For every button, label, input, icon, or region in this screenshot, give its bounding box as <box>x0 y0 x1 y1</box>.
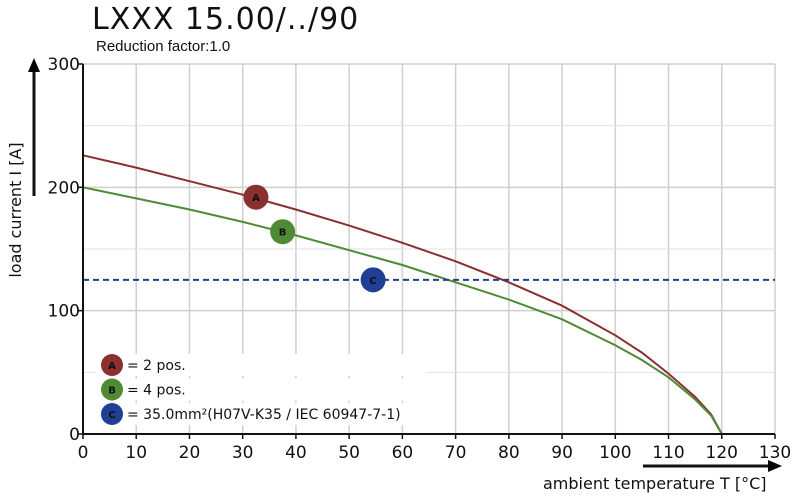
tick-labels: 0 10 20 30 40 50 60 70 80 90 100 110 120 130 0 100 200 30… <box>48 55 792 463</box>
legend-text-A: = 2 pos. <box>127 358 186 374</box>
series-line-A <box>82 154 723 435</box>
legend-bg <box>96 378 426 401</box>
chart-title: LXXX 15.00/../90 <box>92 2 360 37</box>
y-tick-label: 100 <box>48 302 80 322</box>
legend-marker-A <box>101 354 123 376</box>
legend-bg <box>96 403 426 425</box>
x-axis-arrowhead <box>768 460 782 472</box>
marker-label-C: C <box>369 276 376 287</box>
marker-label-A: A <box>252 193 260 204</box>
y-tick-label: 0 <box>69 425 80 445</box>
legend-marker-label-C: C <box>108 410 115 421</box>
x-tick-label: 40 <box>285 443 307 463</box>
legend-text-B: = 4 pos. <box>127 383 186 399</box>
x-tick-label: 80 <box>498 443 520 463</box>
legend: A = 2 pos. B = 4 pos. C = 35.0mm²(H07V-K35 / … <box>96 354 426 425</box>
x-tick-label: 60 <box>392 443 414 463</box>
x-tick-label: 50 <box>338 443 360 463</box>
x-tick-label: 0 <box>78 443 89 463</box>
x-tick-label: 10 <box>125 443 147 463</box>
x-tick-label: 20 <box>179 443 201 463</box>
marker-C <box>360 267 386 293</box>
legend-bg <box>96 354 426 376</box>
x-tick-label: 130 <box>759 443 791 463</box>
y-axis-arrowhead <box>28 58 40 72</box>
legend-marker-C <box>101 403 123 425</box>
axes <box>28 58 782 472</box>
x-tick-label: 90 <box>551 443 573 463</box>
y-tick-label: 300 <box>48 55 80 75</box>
y-tick-label: 200 <box>48 178 80 198</box>
legend-marker-B <box>101 378 123 401</box>
curve-markers: A B C <box>243 184 386 293</box>
x-tick-label: 30 <box>232 443 254 463</box>
legend-marker-label-B: B <box>108 386 116 397</box>
x-tick-label: 110 <box>652 443 684 463</box>
x-axis-label: ambient temperature T [°C] <box>543 474 767 493</box>
curves <box>82 154 775 435</box>
x-tick-label: 120 <box>706 443 738 463</box>
y-axis-label: load current I [A] <box>6 142 25 277</box>
series-line-B <box>82 186 723 435</box>
marker-label-B: B <box>279 228 287 239</box>
legend-marker-label-A: A <box>108 361 116 372</box>
marker-A <box>243 184 269 210</box>
legend-text-C: = 35.0mm²(H07V-K35 / IEC 60947-7-1) <box>127 407 401 423</box>
chart-subtitle: Reduction factor:1.0 <box>96 38 231 55</box>
x-tick-label: 100 <box>599 443 631 463</box>
grid <box>83 63 776 434</box>
marker-B <box>270 219 296 245</box>
x-tick-label: 70 <box>445 443 467 463</box>
